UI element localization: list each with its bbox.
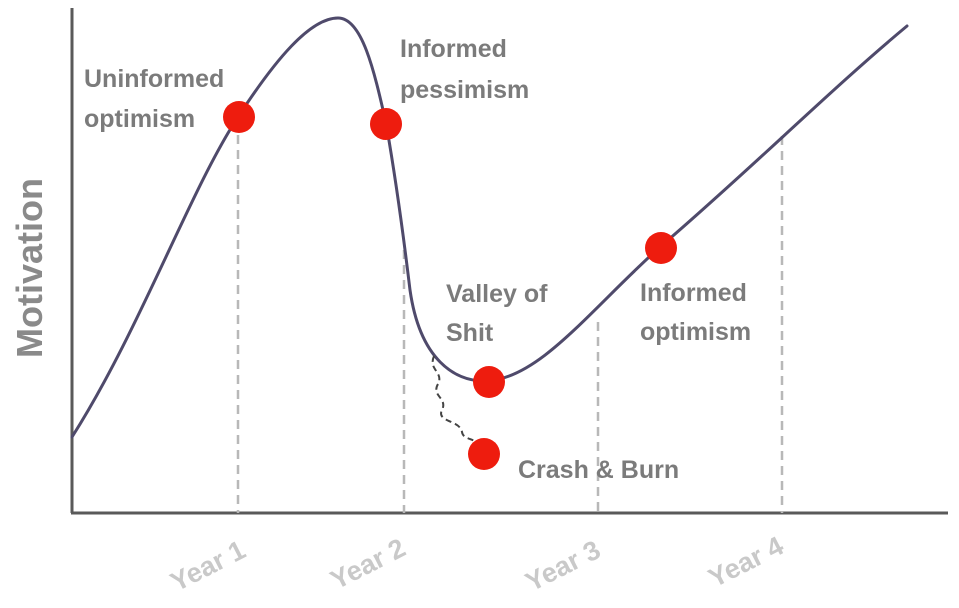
- label-valley-line2: Shit: [446, 319, 494, 347]
- marker-uninformed-optimism: [223, 101, 255, 133]
- label-valley-line1: Valley of: [446, 280, 548, 308]
- x-tick-year-1: Year 1: [166, 535, 251, 598]
- x-tick-year-2: Year 2: [326, 533, 411, 596]
- marker-valley: [473, 366, 505, 398]
- label-informed-optimism-line1: Informed: [640, 279, 747, 307]
- marker-informed-pessimism: [370, 108, 402, 140]
- crash-squiggle: [431, 355, 481, 447]
- label-informed-pessimism-line1: Informed: [400, 35, 507, 63]
- label-crash-and-burn: Crash & Burn: [518, 456, 679, 484]
- label-uninformed-optimism-line1: Uninformed: [84, 65, 224, 93]
- x-tick-year-4: Year 4: [704, 531, 789, 594]
- label-uninformed-optimism-line2: optimism: [84, 105, 195, 133]
- label-informed-pessimism-line2: pessimism: [400, 76, 529, 104]
- y-axis-label: Motivation: [9, 178, 50, 358]
- marker-crash-and-burn: [468, 438, 500, 470]
- marker-informed-optimism: [645, 232, 677, 264]
- label-informed-optimism-line2: optimism: [640, 318, 751, 346]
- x-tick-year-3: Year 3: [521, 535, 606, 598]
